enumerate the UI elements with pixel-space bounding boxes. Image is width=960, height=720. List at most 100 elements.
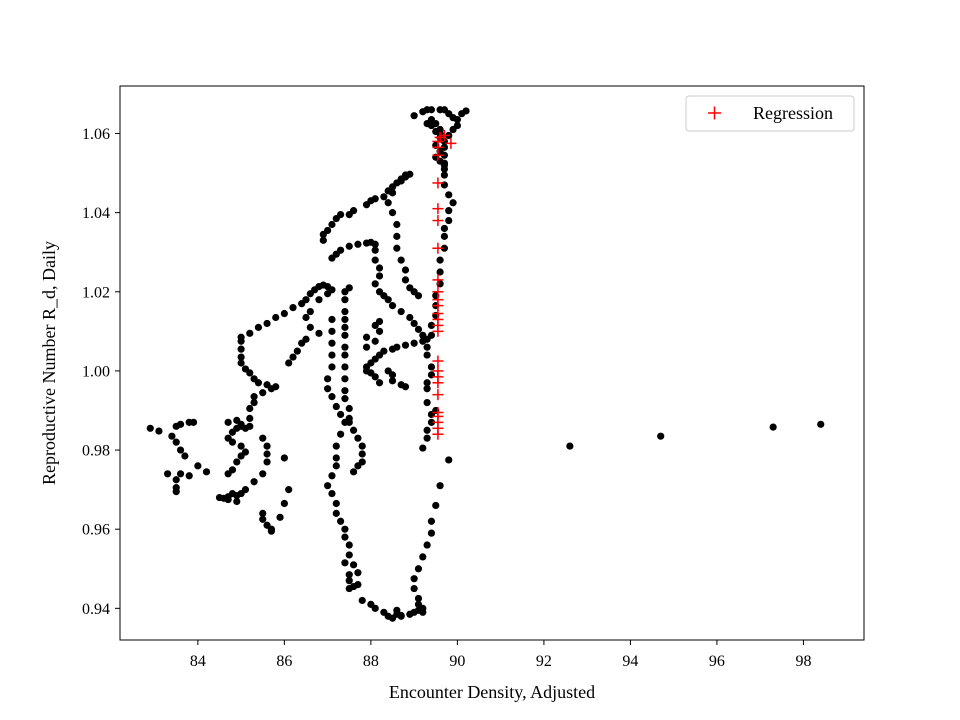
- data-point: [176, 420, 185, 428]
- data-point: [172, 438, 180, 446]
- data-point: [371, 280, 379, 288]
- data-point: [341, 525, 349, 533]
- data-point: [393, 244, 401, 252]
- regression-point: [432, 242, 444, 254]
- y-tick-label: 0.94: [82, 601, 110, 618]
- data-point: [341, 351, 349, 359]
- data-point: [345, 551, 353, 559]
- data-point: [349, 468, 358, 476]
- data-point: [414, 292, 423, 300]
- data-point: [276, 513, 284, 521]
- data-point: [445, 216, 453, 225]
- y-tick-label: 1.06: [82, 126, 110, 143]
- data-point: [345, 541, 353, 549]
- data-point: [375, 317, 384, 326]
- data-point: [358, 450, 366, 458]
- data-point: [427, 363, 436, 371]
- data-point: [280, 499, 288, 508]
- data-point: [375, 327, 384, 335]
- regression-point: [438, 129, 450, 141]
- data-point: [328, 393, 336, 401]
- data-point: [337, 517, 345, 525]
- data-point: [272, 313, 280, 322]
- data-point: [324, 290, 332, 298]
- data-point: [259, 509, 267, 517]
- data-point: [228, 466, 237, 474]
- data-point: [423, 426, 431, 434]
- data-point: [354, 581, 362, 589]
- x-tick-label: 92: [536, 653, 552, 670]
- data-point: [388, 345, 397, 353]
- data-point: [293, 347, 301, 355]
- data-point: [328, 489, 336, 498]
- data-point: [332, 499, 340, 508]
- x-tick-label: 88: [363, 653, 379, 670]
- data-point: [817, 420, 825, 428]
- data-point: [419, 553, 427, 561]
- regression-point: [445, 137, 457, 149]
- data-point: [146, 424, 154, 432]
- x-axis-ticks: 84 86 88 90 92 94 96 98: [190, 640, 811, 670]
- y-tick-label: 1.00: [82, 363, 110, 380]
- data-point: [371, 337, 379, 345]
- data-point: [259, 434, 267, 442]
- x-axis-label: Encounter Density, Adjusted: [389, 682, 595, 702]
- data-point: [349, 426, 358, 434]
- regression-point: [432, 203, 444, 215]
- data-point: [306, 323, 314, 331]
- data-point: [324, 375, 332, 383]
- data-point: [254, 323, 263, 331]
- data-point: [337, 410, 345, 419]
- data-point: [181, 452, 189, 460]
- data-point: [246, 404, 254, 413]
- data-point: [401, 341, 410, 349]
- data-point: [328, 315, 336, 324]
- x-tick-label: 94: [622, 653, 638, 670]
- data-point: [436, 256, 444, 264]
- data-point: [362, 343, 371, 351]
- data-point: [163, 470, 172, 478]
- data-point: [267, 525, 275, 533]
- data-point: [302, 296, 310, 304]
- data-point: [328, 363, 336, 371]
- data-point: [237, 333, 245, 341]
- data-point: [375, 379, 384, 387]
- data-point: [384, 296, 392, 304]
- data-point: [341, 288, 349, 296]
- data-point: [393, 220, 401, 229]
- data-point: [410, 319, 418, 328]
- data-point: [462, 107, 470, 115]
- data-point: [423, 541, 431, 549]
- data-point: [414, 600, 423, 608]
- x-tick-label: 90: [449, 653, 465, 670]
- data-point: [237, 420, 245, 428]
- data-point: [328, 472, 336, 480]
- data-point: [328, 327, 336, 335]
- data-point: [237, 353, 245, 361]
- data-point: [371, 604, 379, 612]
- data-point: [401, 276, 410, 284]
- data-point: [237, 359, 245, 367]
- data-point: [185, 472, 193, 480]
- data-point: [397, 177, 405, 185]
- data-point: [241, 486, 250, 494]
- data-point: [337, 430, 345, 438]
- data-point: [423, 385, 431, 393]
- data-point: [371, 373, 379, 381]
- data-point: [423, 398, 431, 407]
- data-point: [263, 442, 271, 450]
- data-point: [172, 488, 180, 496]
- data-point: [315, 329, 323, 337]
- data-point: [202, 468, 211, 476]
- data-point: [371, 246, 379, 254]
- data-point: [337, 211, 345, 219]
- data-point: [397, 256, 405, 264]
- data-point: [189, 418, 198, 426]
- regression-point: [432, 365, 444, 377]
- data-point: [427, 331, 436, 339]
- x-tick-label: 84: [190, 653, 206, 670]
- data-point: [280, 454, 288, 462]
- data-point: [332, 402, 340, 411]
- data-point: [423, 343, 431, 351]
- data-point: [375, 272, 384, 280]
